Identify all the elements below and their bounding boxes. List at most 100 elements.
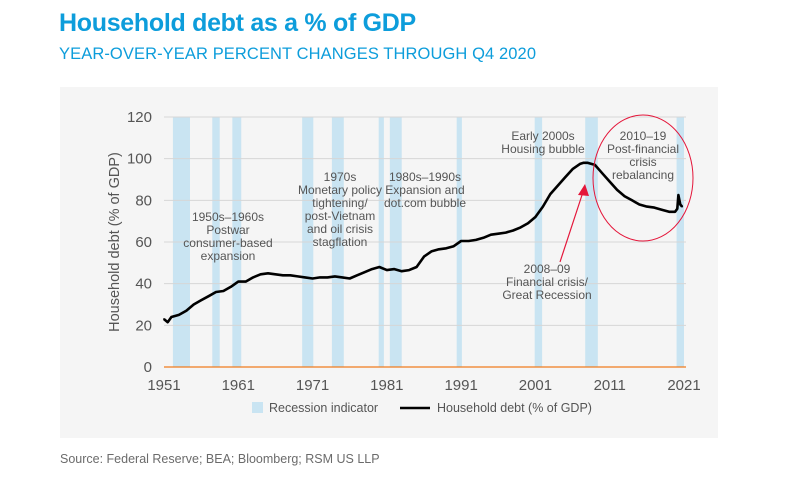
y-axis-label: Household debt (% of GDP) <box>107 152 123 332</box>
data-point <box>341 276 344 279</box>
chart-title: Household debt as a % of GDP <box>59 9 416 37</box>
x-tick-label: 1981 <box>370 377 403 394</box>
data-point <box>304 276 307 279</box>
data-point <box>445 247 448 250</box>
x-tick-label: 2011 <box>594 377 626 394</box>
annotation-rebalancing: Post-financial <box>607 142 679 156</box>
data-point <box>163 318 165 320</box>
data-point <box>676 207 679 210</box>
annotation-arrow-head <box>578 184 589 196</box>
data-point <box>452 245 455 248</box>
x-tick-label: 2001 <box>519 377 552 394</box>
chart-subtitle: YEAR-OVER-YEAR PERCENT CHANGES THROUGH Q… <box>59 45 537 63</box>
annotation-eighties: Expansion and <box>385 183 464 197</box>
data-point <box>192 303 195 306</box>
data-point <box>177 314 180 316</box>
data-point <box>497 232 500 235</box>
data-point <box>512 229 515 232</box>
annotation-postwar: expansion <box>201 249 256 263</box>
data-point <box>333 275 336 278</box>
data-point <box>549 193 552 195</box>
annotation-seventies: 1970s <box>324 170 357 184</box>
data-point <box>668 210 671 213</box>
data-point <box>252 276 255 279</box>
data-point <box>623 195 626 198</box>
data-point <box>378 266 381 268</box>
annotation-gfc: 2008–09 <box>524 262 571 276</box>
data-point <box>267 272 269 275</box>
y-tick-label: 40 <box>135 276 152 293</box>
data-point <box>371 268 373 270</box>
x-tick-label: 1961 <box>222 377 255 394</box>
data-point <box>638 203 641 206</box>
annotation-seventies: tightening/ <box>312 196 368 210</box>
data-point <box>326 276 329 279</box>
data-point <box>660 208 663 211</box>
data-point <box>319 276 321 279</box>
data-point <box>519 226 522 229</box>
series-line-household-debt <box>163 161 684 324</box>
annotation-gfc: Financial crisis/ <box>506 275 589 289</box>
data-point <box>653 206 656 209</box>
data-point <box>679 203 682 206</box>
annotation-rebalancing: 2010–19 <box>620 129 667 143</box>
annotation-postwar: Postwar <box>206 223 249 237</box>
data-point <box>400 270 403 273</box>
y-tick-label: 120 <box>127 109 152 126</box>
data-point <box>674 210 676 213</box>
data-point <box>564 176 567 179</box>
annotation-seventies: post-Vietnam <box>305 209 375 223</box>
data-point <box>534 216 537 218</box>
annotation-rebalancing: rebalancing <box>612 168 674 182</box>
annotation-seventies: stagflation <box>313 235 368 249</box>
data-point <box>385 269 388 272</box>
y-tick-label: 100 <box>127 151 152 168</box>
annotation-seventies: and oil crisis <box>307 222 373 236</box>
annotation-seventies: Monetary policy <box>298 183 382 197</box>
annotation-postwar: 1950s–1960s <box>192 210 264 224</box>
data-point <box>504 231 507 234</box>
data-point <box>207 295 210 298</box>
data-point <box>237 280 240 283</box>
data-point <box>229 285 232 288</box>
data-point <box>681 205 684 208</box>
annotation-housing: Housing bubble <box>501 142 585 156</box>
x-tick-label: 2021 <box>667 377 700 394</box>
y-tick-label: 80 <box>135 192 152 209</box>
data-point <box>363 271 366 274</box>
data-point <box>200 299 203 302</box>
data-point <box>482 236 485 239</box>
annotation-eighties: dot.com bubble <box>384 196 466 210</box>
data-point <box>616 189 619 191</box>
data-point <box>356 274 359 277</box>
annotation-gfc: Great Recession <box>502 288 591 302</box>
data-point <box>608 180 611 183</box>
annotation-eighties: 1980s–1990s <box>389 170 461 184</box>
data-point <box>430 250 433 253</box>
x-tick-label: 1991 <box>444 377 477 394</box>
data-point <box>677 194 680 197</box>
data-point <box>437 248 440 251</box>
data-point <box>586 161 589 164</box>
y-tick-label: 60 <box>135 234 152 251</box>
data-point <box>281 274 284 277</box>
data-point <box>311 277 314 280</box>
data-point <box>408 269 411 272</box>
legend-label-household-debt: Household debt (% of GDP) <box>437 401 592 415</box>
data-point <box>475 239 477 241</box>
legend-label-recession: Recession indicator <box>269 401 378 415</box>
data-point <box>556 184 559 187</box>
data-point <box>467 240 470 242</box>
annotation-arrow-line <box>559 191 584 263</box>
x-tick-label: 1971 <box>296 377 329 394</box>
data-point <box>259 273 262 276</box>
data-point <box>645 205 648 208</box>
data-point <box>274 273 277 276</box>
data-point <box>579 162 581 165</box>
data-point <box>601 172 604 175</box>
data-point <box>215 291 217 293</box>
source-note: Source: Federal Reserve; BEA; Bloomberg;… <box>60 452 380 466</box>
data-point <box>460 240 463 242</box>
y-tick-label: 0 <box>144 359 152 376</box>
